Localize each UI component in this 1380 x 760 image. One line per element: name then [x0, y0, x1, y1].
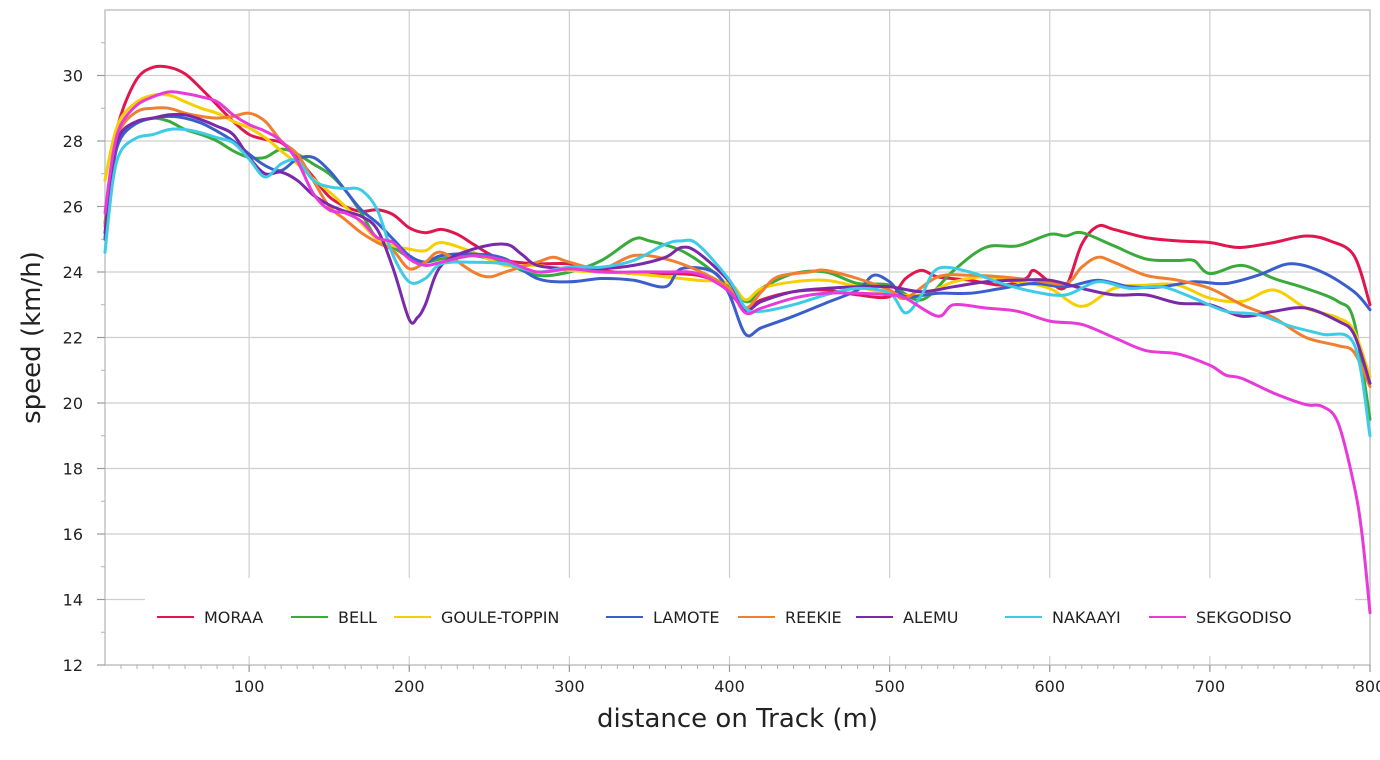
- y-tick-label: 16: [63, 525, 83, 544]
- legend-label: GOULE-TOPPIN: [441, 608, 559, 627]
- series-lines: [103, 64, 1372, 615]
- x-tick-label: 100: [234, 677, 265, 696]
- legend: MORAA BELL GOULE-TOPPIN LAMOTE REEKIE ALEMU NA…: [145, 578, 1355, 656]
- series-line-reekie: [103, 106, 1372, 389]
- legend-label: NAKAAYI: [1052, 608, 1121, 627]
- x-tick-label: 700: [1195, 677, 1226, 696]
- legend-label: ALEMU: [903, 608, 958, 627]
- series-line-goule-toppin: [103, 92, 1372, 379]
- series-line-bell: [103, 116, 1372, 421]
- legend-label: REEKIE: [785, 608, 842, 627]
- legend-label: LAMOTE: [653, 608, 720, 627]
- y-tick-label: 26: [63, 198, 83, 217]
- y-tick-label: 20: [63, 394, 83, 413]
- x-axis-label: distance on Track (m): [597, 704, 878, 734]
- legend-label: BELL: [338, 608, 377, 627]
- axis-ticks: 100 200 300 400 500 600 700 800 12 14 16 18 20 22 24 26…: [63, 42, 1380, 696]
- x-tick-label: 300: [554, 677, 585, 696]
- y-axis-label: speed (km/h): [17, 251, 47, 424]
- y-tick-label: 12: [63, 656, 83, 675]
- legend-label: MORAA: [204, 608, 263, 627]
- x-tick-label: 600: [1034, 677, 1065, 696]
- x-tick-label: 200: [394, 677, 425, 696]
- y-tick-label: 28: [63, 132, 83, 151]
- legend-label: SEKGODISO: [1196, 608, 1292, 627]
- x-tick-label: 800: [1355, 677, 1380, 696]
- y-tick-label: 18: [63, 460, 83, 479]
- x-tick-label: 400: [714, 677, 745, 696]
- x-tick-label: 500: [874, 677, 905, 696]
- y-tick-label: 30: [63, 67, 83, 86]
- series-line-nakaayi: [103, 127, 1372, 438]
- chart-grid: [105, 10, 1371, 666]
- y-tick-label: 14: [63, 591, 83, 610]
- y-tick-label: 22: [63, 329, 83, 348]
- y-tick-label: 24: [63, 263, 83, 282]
- series-line-sekgodiso: [103, 90, 1372, 615]
